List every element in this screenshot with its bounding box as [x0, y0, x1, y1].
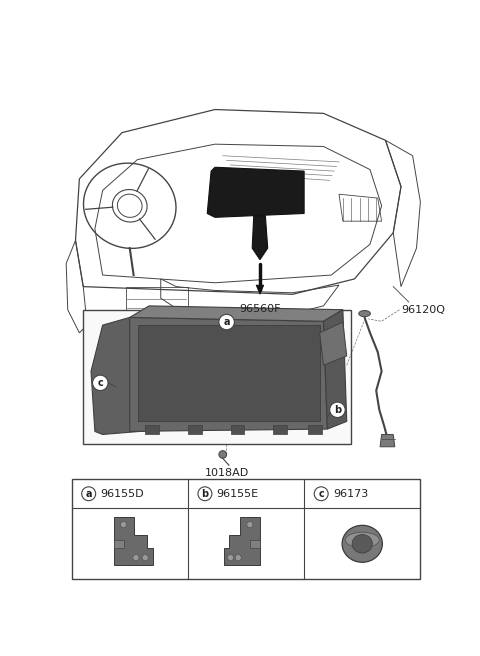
Text: a: a [223, 317, 230, 327]
Polygon shape [380, 434, 395, 447]
Bar [126, 287, 188, 325]
Polygon shape [224, 517, 260, 565]
Text: b: b [202, 489, 208, 499]
Ellipse shape [345, 532, 379, 548]
Polygon shape [250, 540, 260, 548]
Text: c: c [318, 489, 324, 499]
Polygon shape [130, 318, 327, 432]
Circle shape [120, 522, 127, 527]
Bar [230, 425, 244, 434]
Polygon shape [91, 318, 168, 434]
Circle shape [219, 451, 227, 459]
Text: 96120Q: 96120Q [401, 305, 445, 315]
Circle shape [247, 522, 253, 527]
Bar [145, 425, 159, 434]
Polygon shape [207, 167, 304, 217]
Circle shape [219, 314, 234, 330]
Text: b: b [334, 405, 341, 415]
Ellipse shape [352, 535, 372, 553]
Circle shape [133, 554, 139, 561]
Circle shape [142, 554, 148, 561]
Bar [273, 425, 287, 434]
Text: 96173: 96173 [333, 489, 368, 499]
Text: 96560F: 96560F [239, 304, 281, 314]
Text: 1018AD: 1018AD [204, 468, 249, 478]
Text: 96155E: 96155E [216, 489, 259, 499]
Circle shape [93, 375, 108, 390]
Polygon shape [256, 285, 264, 295]
Bar [72, 479, 420, 579]
Ellipse shape [342, 525, 383, 562]
Circle shape [82, 487, 96, 501]
Polygon shape [130, 306, 343, 321]
Circle shape [330, 402, 345, 417]
Ellipse shape [359, 310, 371, 317]
Bar [308, 425, 322, 434]
Polygon shape [320, 322, 347, 365]
Text: c: c [97, 378, 103, 388]
Circle shape [314, 487, 328, 501]
Polygon shape [252, 216, 268, 260]
Circle shape [198, 487, 212, 501]
Bar [137, 325, 320, 421]
Bar [83, 310, 350, 445]
Polygon shape [324, 310, 347, 429]
Polygon shape [114, 517, 153, 565]
Polygon shape [114, 540, 123, 548]
Text: 96155D: 96155D [100, 489, 144, 499]
Text: a: a [85, 489, 92, 499]
Bar [188, 425, 202, 434]
Circle shape [228, 554, 234, 561]
Circle shape [235, 554, 241, 561]
